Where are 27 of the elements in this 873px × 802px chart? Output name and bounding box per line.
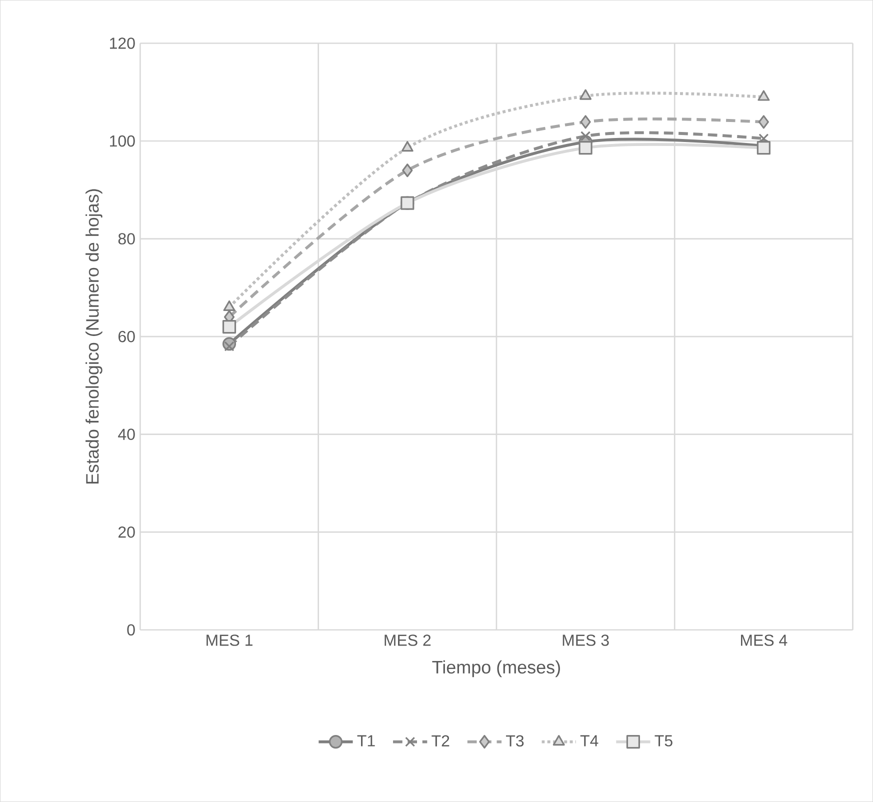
y-tick-label: 80	[118, 233, 135, 244]
x-tick-label: MES 4	[741, 634, 788, 646]
y-tick-label: 120	[110, 38, 135, 49]
point	[758, 90, 770, 101]
y-tick-label: 100	[110, 135, 135, 147]
point	[578, 141, 592, 155]
point	[402, 164, 413, 178]
x-tick-label: MES 3	[562, 634, 609, 646]
y-axis-title: Estado fenologico (Numero de hojas)	[86, 189, 102, 484]
y-tick-label: 40	[118, 428, 135, 440]
point	[580, 131, 591, 142]
y-tick-label: 0	[127, 624, 135, 636]
x-axis-title: Tiempo (meses)	[432, 660, 560, 678]
y-tick-label: 20	[118, 526, 135, 538]
point	[580, 89, 592, 100]
point	[758, 115, 769, 129]
legend-label: T4	[580, 735, 598, 746]
legend-label: T5	[654, 735, 672, 746]
x-tick-label: MES 1	[206, 634, 252, 646]
x-tick-label: MES 2	[384, 634, 431, 646]
legend-label: T3	[506, 735, 524, 746]
point	[222, 320, 236, 334]
legend-label: T1	[357, 735, 375, 746]
y-tick-label: 60	[118, 330, 135, 342]
point	[401, 141, 414, 152]
legend-label: T2	[432, 735, 450, 746]
point	[580, 115, 591, 129]
